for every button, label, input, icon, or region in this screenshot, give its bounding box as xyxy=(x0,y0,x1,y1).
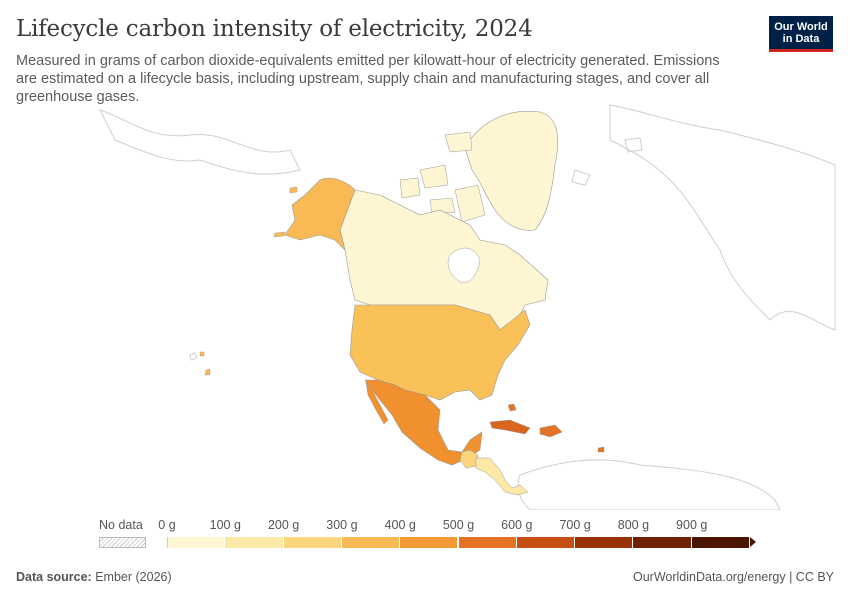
region-mexico[interactable] xyxy=(364,379,483,466)
region-baja-california[interactable] xyxy=(365,381,389,425)
map-outline-hawaii xyxy=(189,352,198,361)
color-legend: No data 0 g 100 g 200 g 300 g 400 g 500 g 600 … xyxy=(0,510,850,555)
legend-no-data-swatch[interactable] xyxy=(99,537,146,548)
choropleth-map xyxy=(99,104,836,510)
region-central-america[interactable] xyxy=(475,457,529,496)
region-hispaniola[interactable] xyxy=(539,424,563,438)
license-link[interactable]: OurWorldinData.org/energy | CC BY xyxy=(632,570,834,584)
legend-tick-label: 400 g xyxy=(384,518,416,532)
legend-arrow-icon xyxy=(750,537,756,547)
data-source-value[interactable]: Ember (2026) xyxy=(95,570,172,584)
legend-bin[interactable] xyxy=(400,537,459,548)
region-trinidad[interactable] xyxy=(597,446,605,453)
legend-bin[interactable] xyxy=(516,537,576,548)
region-cuba[interactable] xyxy=(489,419,531,435)
region-canada-island-5[interactable] xyxy=(429,197,456,215)
map-outline-south-america xyxy=(517,459,781,510)
data-source: Data source: Ember (2026) xyxy=(16,570,172,584)
data-source-label: Data source: xyxy=(16,570,92,584)
region-canada-island-1[interactable] xyxy=(444,131,473,153)
water-hudson-bay xyxy=(447,247,481,283)
legend-tick-label: 0 g xyxy=(158,518,176,532)
legend-bin[interactable] xyxy=(283,537,342,548)
region-alaska-islands[interactable] xyxy=(273,186,298,238)
legend-bin[interactable] xyxy=(458,537,517,548)
region-canada-island-4[interactable] xyxy=(454,184,486,223)
legend-tick-label: 700 g xyxy=(559,518,591,532)
region-greenland[interactable] xyxy=(464,110,559,231)
logo-line-2: in Data xyxy=(782,33,820,45)
region-canada[interactable] xyxy=(339,189,549,331)
map-outline-east-asia xyxy=(99,109,301,175)
region-canada-island-2[interactable] xyxy=(419,164,449,189)
legend-bin[interactable] xyxy=(341,537,401,548)
legend-bin[interactable] xyxy=(633,537,692,548)
map-outline-europe xyxy=(609,104,836,331)
legend-tick-label: 800 g xyxy=(617,518,650,532)
chart-title: Lifecycle carbon intensity of electricit… xyxy=(16,16,533,42)
legend-bin[interactable] xyxy=(691,537,750,548)
chart-subtitle: Measured in grams of carbon dioxide-equi… xyxy=(16,53,720,105)
legend-tick-label: 900 g xyxy=(676,518,708,532)
legend-tick-label: 500 g xyxy=(442,518,475,532)
region-alaska[interactable] xyxy=(284,177,356,251)
legend-tick-label: 100 g xyxy=(209,518,241,532)
region-hawaii[interactable] xyxy=(199,351,211,376)
region-canada-island-3[interactable] xyxy=(399,177,421,199)
legend-bin[interactable] xyxy=(167,537,226,548)
owid-logo[interactable]: Our World in Data xyxy=(769,16,833,52)
map-outline-europe-islands xyxy=(571,137,643,186)
region-united-states[interactable] xyxy=(349,304,531,401)
legend-bin[interactable] xyxy=(575,537,634,548)
legend-bin[interactable] xyxy=(225,537,284,548)
region-bahamas[interactable] xyxy=(507,403,517,412)
legend-tick-label: 300 g xyxy=(326,518,358,532)
legend-no-data-label: No data xyxy=(99,518,143,532)
legend-tick-label: 600 g xyxy=(501,518,533,532)
legend-tick-label: 200 g xyxy=(267,518,300,532)
logo-line-1: Our World xyxy=(774,21,828,33)
